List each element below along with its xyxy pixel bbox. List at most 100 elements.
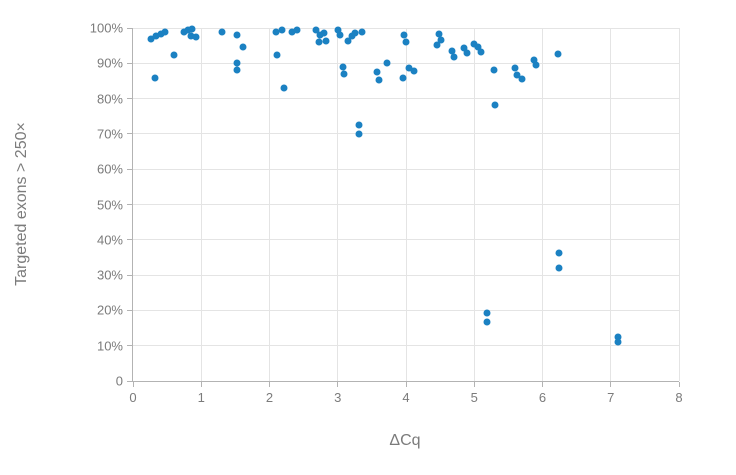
x-gridline <box>405 28 407 381</box>
x-tick-label: 3 <box>334 390 342 405</box>
y-tick-label: 60% <box>96 161 123 177</box>
data-point <box>312 26 320 34</box>
x-tick <box>269 382 270 387</box>
data-point <box>450 53 458 61</box>
y-tick <box>127 62 132 64</box>
y-tick-label: 40% <box>96 232 123 248</box>
data-point <box>463 49 471 57</box>
data-point <box>474 43 482 51</box>
x-tick-label: 0 <box>129 390 137 405</box>
data-point <box>288 28 296 36</box>
x-gridline <box>473 28 475 381</box>
data-point <box>518 75 526 83</box>
data-point <box>375 76 383 84</box>
x-tick-label: 8 <box>675 390 683 405</box>
y-tick-label: 10% <box>96 338 123 354</box>
y-tick <box>127 380 132 382</box>
y-tick <box>127 168 132 170</box>
data-point <box>554 50 562 58</box>
data-point <box>555 264 563 272</box>
data-point <box>320 29 328 37</box>
data-point <box>483 318 491 326</box>
x-gridline <box>200 28 202 381</box>
data-point <box>355 121 363 129</box>
data-point <box>278 26 286 34</box>
data-point <box>405 64 413 72</box>
x-tick <box>200 382 202 387</box>
data-point <box>336 31 344 39</box>
data-point <box>491 101 499 109</box>
data-point <box>351 29 359 37</box>
data-point <box>152 32 160 40</box>
y-tick-label: 70% <box>96 126 123 142</box>
y-tick-label: 30% <box>96 267 123 283</box>
data-point <box>355 130 363 138</box>
data-point <box>233 59 241 67</box>
data-point <box>233 66 241 74</box>
x-tick <box>337 382 339 387</box>
data-point <box>233 31 241 39</box>
data-point <box>400 31 408 39</box>
data-point <box>435 30 443 38</box>
x-gridline <box>678 28 680 381</box>
data-point <box>218 28 226 36</box>
y-tick-label: 90% <box>96 55 123 71</box>
data-point <box>316 31 324 39</box>
data-point <box>192 33 200 41</box>
y-axis-title: Targeted exons > 250× <box>13 122 30 286</box>
data-point <box>170 51 178 59</box>
data-point <box>399 74 407 82</box>
y-tick-label: 0 <box>115 373 123 389</box>
data-point <box>614 333 622 341</box>
x-tick <box>132 382 134 387</box>
data-point <box>477 48 485 56</box>
y-tick <box>127 27 132 29</box>
data-point <box>460 44 468 52</box>
y-tick <box>127 133 132 135</box>
data-point <box>180 28 187 36</box>
x-tick <box>678 382 680 387</box>
data-point <box>184 26 192 34</box>
data-point <box>470 40 478 48</box>
y-tick <box>127 274 132 276</box>
y-tick-label: 80% <box>96 91 123 107</box>
data-point <box>448 47 456 55</box>
data-point <box>483 309 491 317</box>
data-point <box>293 26 301 34</box>
x-tick <box>542 382 543 387</box>
data-point <box>151 74 159 82</box>
data-point <box>530 56 538 64</box>
x-tick <box>405 382 407 387</box>
data-point <box>532 61 540 69</box>
y-tick <box>127 309 132 311</box>
data-point <box>511 64 519 72</box>
x-tick-label: 4 <box>402 390 410 405</box>
y-tick <box>127 204 132 205</box>
data-point <box>433 41 441 49</box>
data-point <box>315 38 323 46</box>
x-tick-label: 7 <box>607 390 615 405</box>
y-tick-label: 100% <box>89 20 123 36</box>
x-tick-label: 2 <box>265 390 274 405</box>
data-point <box>490 66 498 74</box>
data-point <box>340 70 348 78</box>
y-tick <box>127 239 132 241</box>
data-point <box>614 338 622 346</box>
x-tick <box>610 382 612 387</box>
x-tick-label: 5 <box>470 390 478 405</box>
data-point <box>272 28 280 36</box>
data-point <box>161 28 169 36</box>
data-point <box>402 38 410 46</box>
x-tick-label: 6 <box>538 390 547 405</box>
plot-area: 0 1 2 3 4 5 6 7 8 0 10% 20% 30% 40% 50% 60% 70% 80% 90% 100… <box>90 21 683 406</box>
data-point <box>334 26 342 34</box>
data-point <box>437 36 445 44</box>
x-gridline <box>610 28 612 381</box>
y-tick-label: 50% <box>96 197 123 212</box>
data-point <box>358 28 366 36</box>
data-point <box>239 43 247 51</box>
data-point <box>383 59 391 67</box>
data-point <box>147 35 155 43</box>
y-tick <box>127 345 132 347</box>
